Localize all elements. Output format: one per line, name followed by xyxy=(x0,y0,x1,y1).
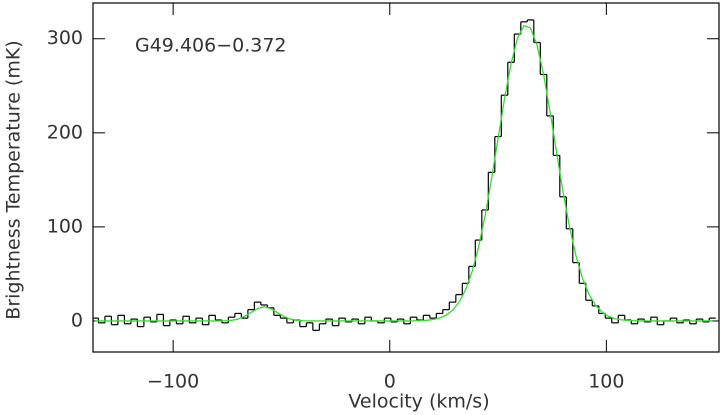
fit-line xyxy=(95,24,713,322)
y-tick-label: 100 xyxy=(47,215,83,237)
annotation: G49.406−0.372 xyxy=(135,35,287,57)
plot-frame xyxy=(92,2,720,353)
y-tick-label: 300 xyxy=(47,27,83,49)
y-tick-label: 200 xyxy=(47,121,83,143)
x-tick-label: −100 xyxy=(147,371,199,393)
x-tick-label: 100 xyxy=(588,371,624,393)
y-tick-label: 0 xyxy=(71,309,83,331)
y-axis-label: Brightness Temperature (mK) xyxy=(3,40,25,319)
x-tick-label: 0 xyxy=(384,371,396,393)
x-axis-label: Velocity (km/s) xyxy=(348,391,489,413)
